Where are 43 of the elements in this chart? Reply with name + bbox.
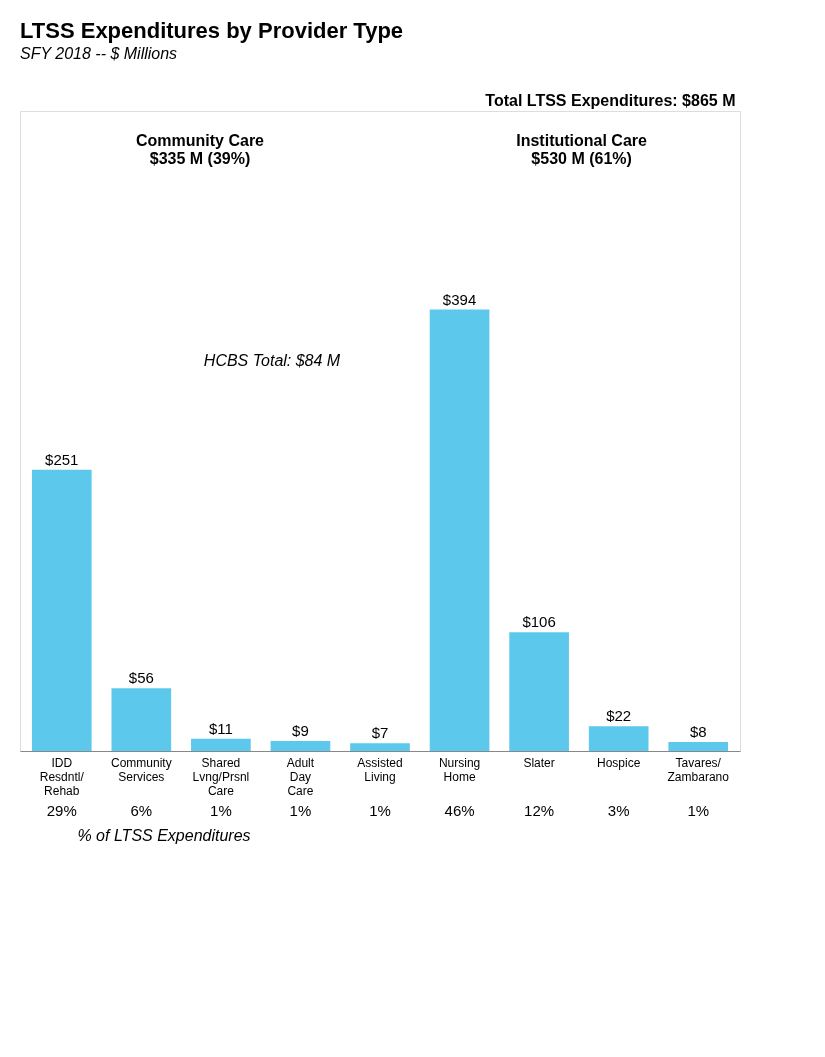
bar <box>350 743 410 751</box>
text: 1% <box>210 802 232 819</box>
text: Total LTSS Expenditures: $865 M <box>485 92 736 109</box>
data-label: $7 <box>371 724 389 742</box>
text: Community Care $335 M (39%) <box>135 132 265 167</box>
bar <box>111 688 172 751</box>
bar <box>429 309 490 751</box>
text: 46% <box>444 802 475 819</box>
x-tick-label: Shared Lvng/Prsnl Care <box>192 755 250 798</box>
x-tick-label: Tavares/ Zambarano <box>667 755 730 784</box>
bar <box>509 632 569 751</box>
text: Institutional Care $530 M (61%) <box>516 132 648 167</box>
x-tick-label: Hospice <box>596 755 641 770</box>
data-label: $394 <box>442 290 477 308</box>
data-label: $251 <box>45 450 79 468</box>
x-tick-label: IDD Resdntl/ Rehab <box>39 755 85 798</box>
text: 29% <box>46 802 77 819</box>
bar <box>588 726 649 751</box>
x-tick-label: Assisted Living <box>357 755 403 784</box>
data-label: $56 <box>128 669 154 687</box>
text: 1% <box>289 802 312 819</box>
data-label: $8 <box>689 723 707 741</box>
text: 1% <box>687 802 710 819</box>
bar <box>191 738 251 751</box>
x-tick-label: Nursing Home <box>438 755 481 784</box>
x-tick-label: Community Services <box>110 755 172 784</box>
data-label: $22 <box>606 707 632 725</box>
data-label: $9 <box>292 721 309 739</box>
bar <box>270 740 331 751</box>
text: 3% <box>607 802 630 819</box>
text: 1% <box>369 802 391 819</box>
text: 12% <box>524 802 555 819</box>
data-label: $106 <box>522 613 556 631</box>
chart-title: LTSS Expenditures by Provider Type <box>20 18 404 43</box>
x-tick-label: Slater <box>523 755 555 770</box>
bar <box>31 469 92 751</box>
bar <box>668 742 729 751</box>
chart-subtitle: SFY 2018 -- $ Millions <box>20 45 178 62</box>
text: % of LTSS Expenditures <box>77 827 251 844</box>
data-label: $11 <box>208 719 233 737</box>
text: 6% <box>130 802 153 819</box>
x-tick-label: Adult Day Care <box>286 755 315 798</box>
annotation: HCBS Total: $84 M <box>203 352 341 369</box>
